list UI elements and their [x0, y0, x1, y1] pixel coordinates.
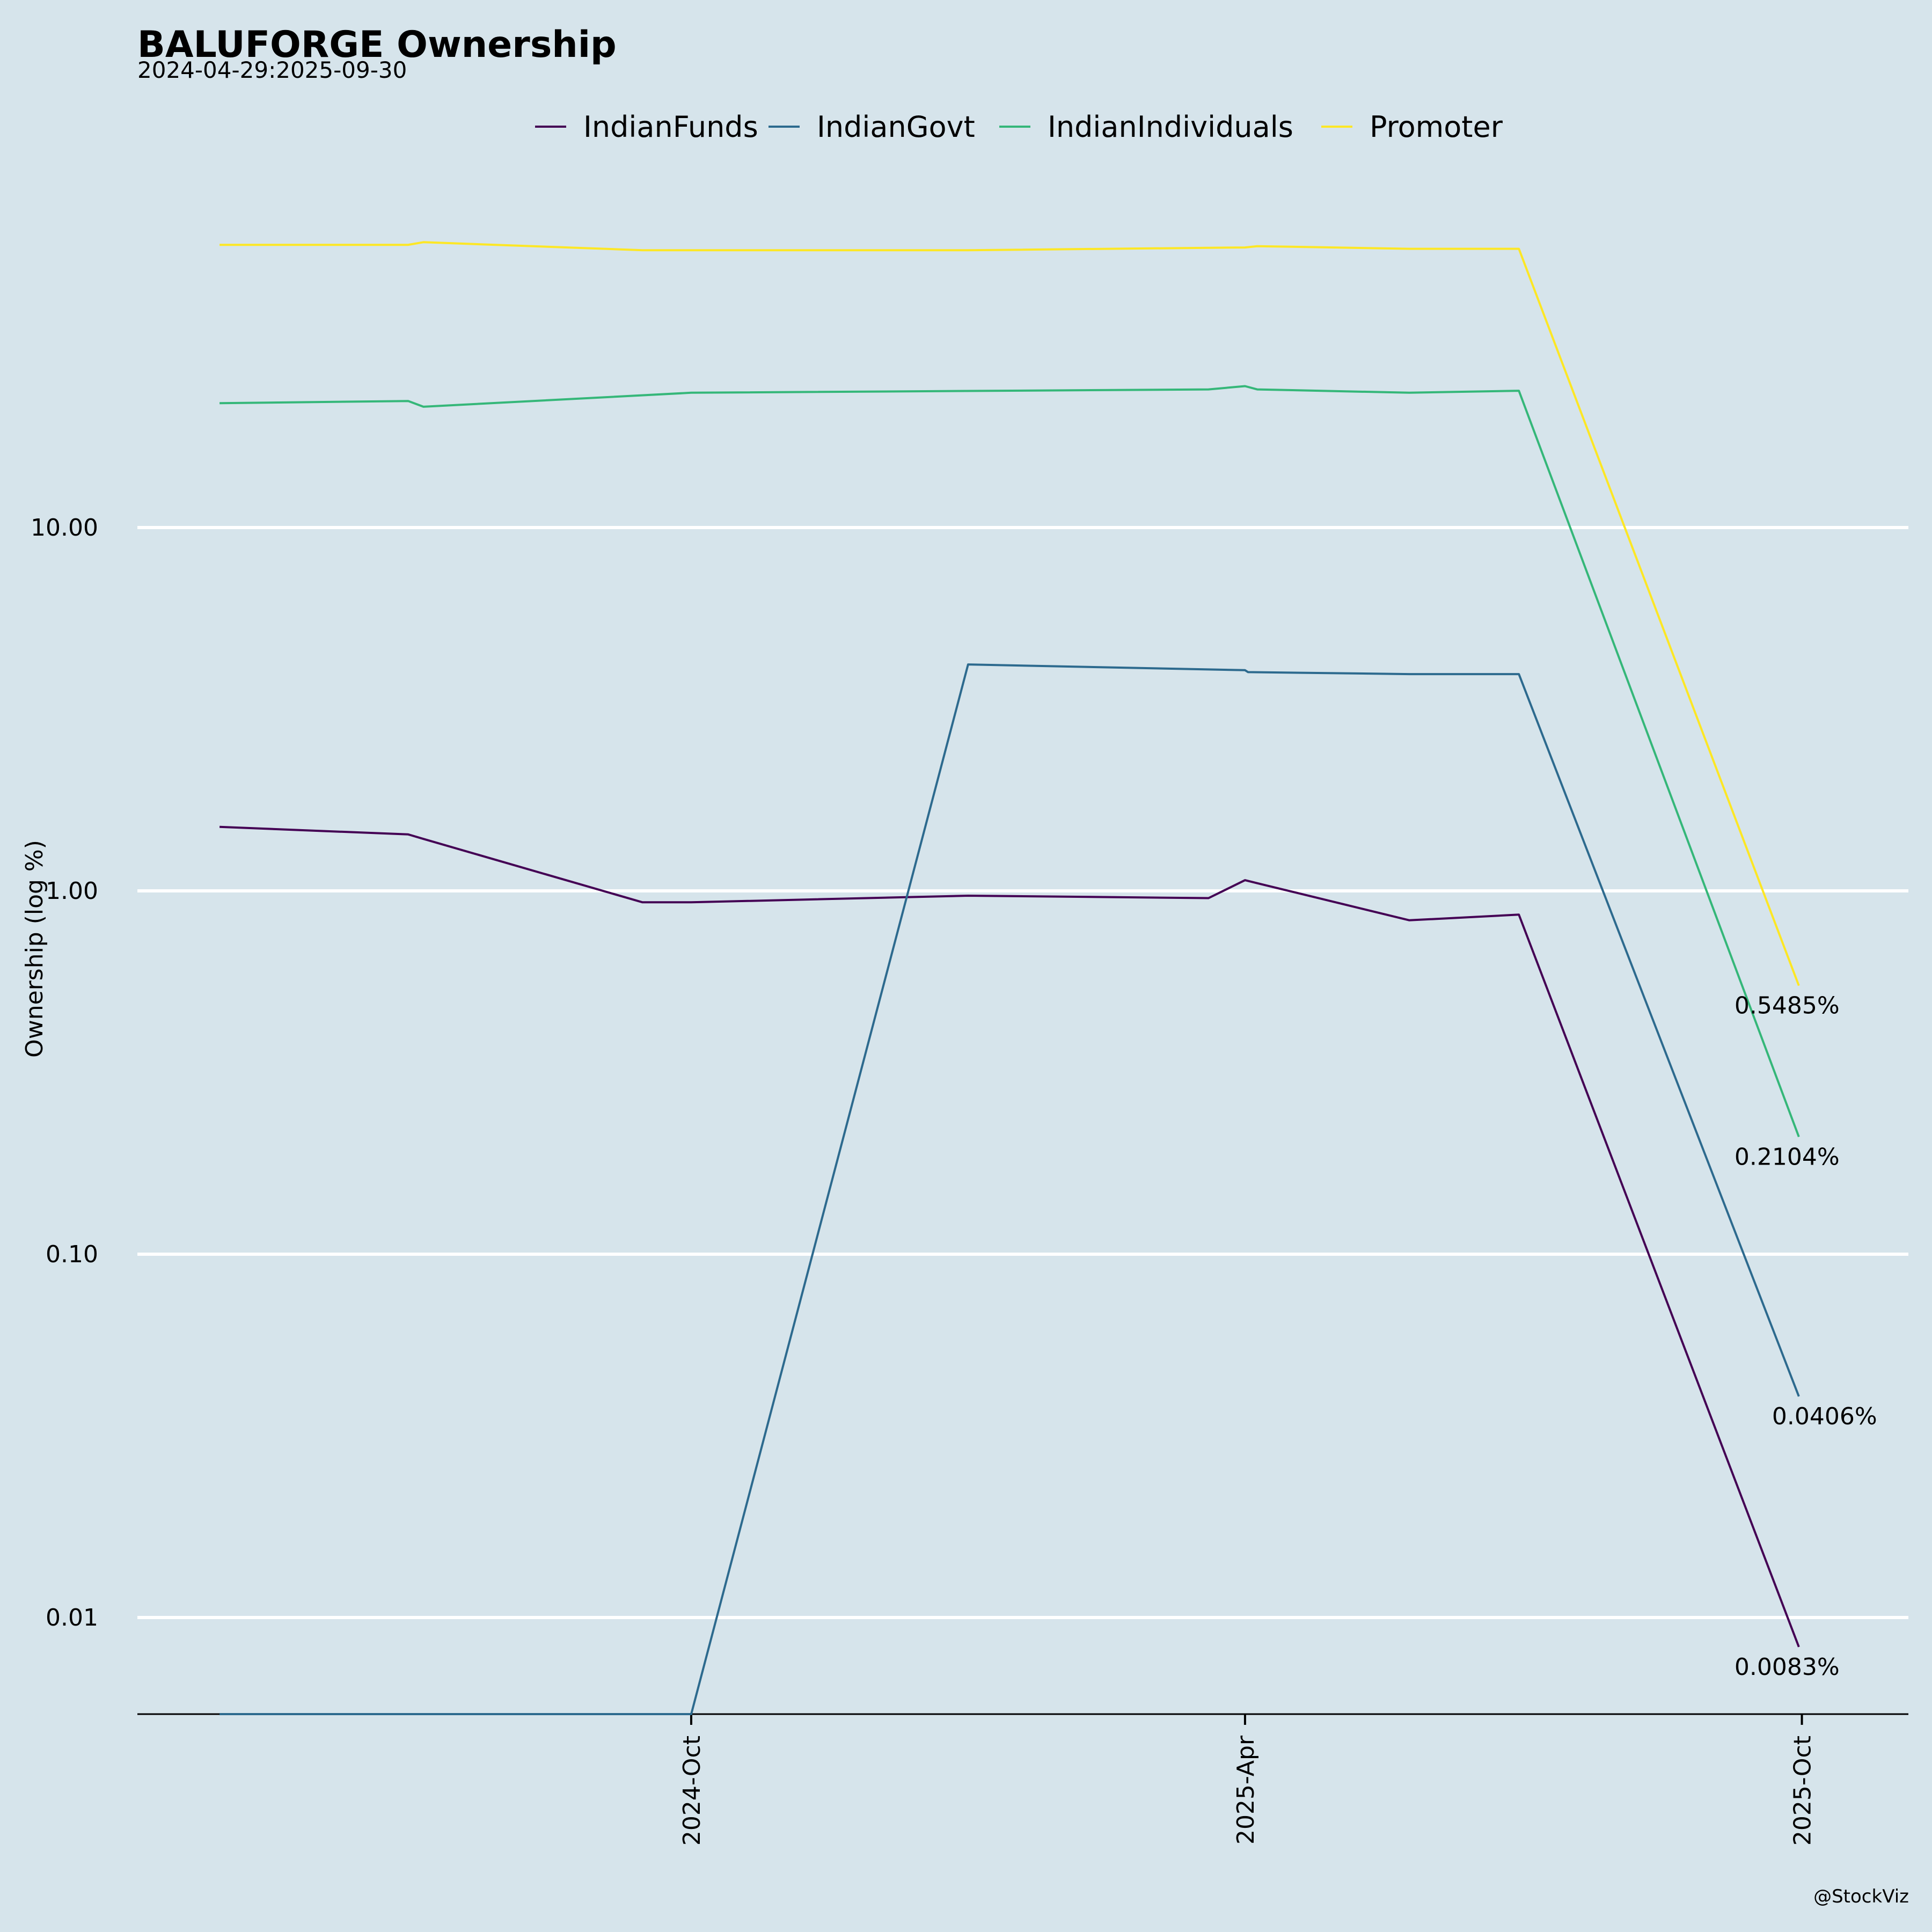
y-tick-label: 0.10 — [46, 1241, 98, 1268]
end-labels: 0.0083% 0.0406% 0.2104% 0.5485% — [1735, 992, 1877, 1681]
legend-label: IndianIndividuals — [1048, 110, 1293, 144]
end-label: 0.0083% — [1735, 1653, 1840, 1681]
x-axis: 2024-Oct 2025-Apr 2025-Oct — [137, 1713, 1908, 1846]
legend-label: IndianGovt — [817, 110, 975, 144]
series-line-indianfunds — [219, 825, 1800, 1648]
grid-lines: 10.00 1.00 0.10 0.01 — [31, 514, 1908, 1631]
end-label: 0.2104% — [1735, 1143, 1840, 1170]
legend-label: IndianFunds — [583, 110, 758, 144]
credit: @StockViz — [1813, 1886, 1909, 1907]
chart-title: BALUFORGE Ownership — [137, 24, 617, 66]
legend-label: Promoter — [1370, 110, 1503, 144]
legend: IndianFunds IndianGovt IndianIndividuals Pr… — [535, 110, 1503, 144]
series-lines — [219, 241, 1800, 1715]
chart-subtitle: 2024-04-29:2025-09-30 — [137, 57, 407, 83]
y-tick-label: 10.00 — [31, 514, 98, 541]
end-label: 0.0406% — [1772, 1403, 1877, 1430]
y-tick-label: 0.01 — [46, 1604, 98, 1631]
series-line-promoter — [219, 241, 1800, 986]
x-tick-label: 2024-Oct — [678, 1736, 706, 1846]
series-line-indiangovt — [219, 663, 1800, 1715]
x-tick-label: 2025-Oct — [1789, 1736, 1817, 1846]
x-tick-label: 2025-Apr — [1232, 1735, 1260, 1845]
y-tick-label: 1.00 — [46, 877, 98, 905]
y-axis-title: Ownership (log %) — [21, 840, 48, 1058]
series-line-indianindividuals — [219, 385, 1800, 1138]
end-label: 0.5485% — [1735, 992, 1840, 1020]
